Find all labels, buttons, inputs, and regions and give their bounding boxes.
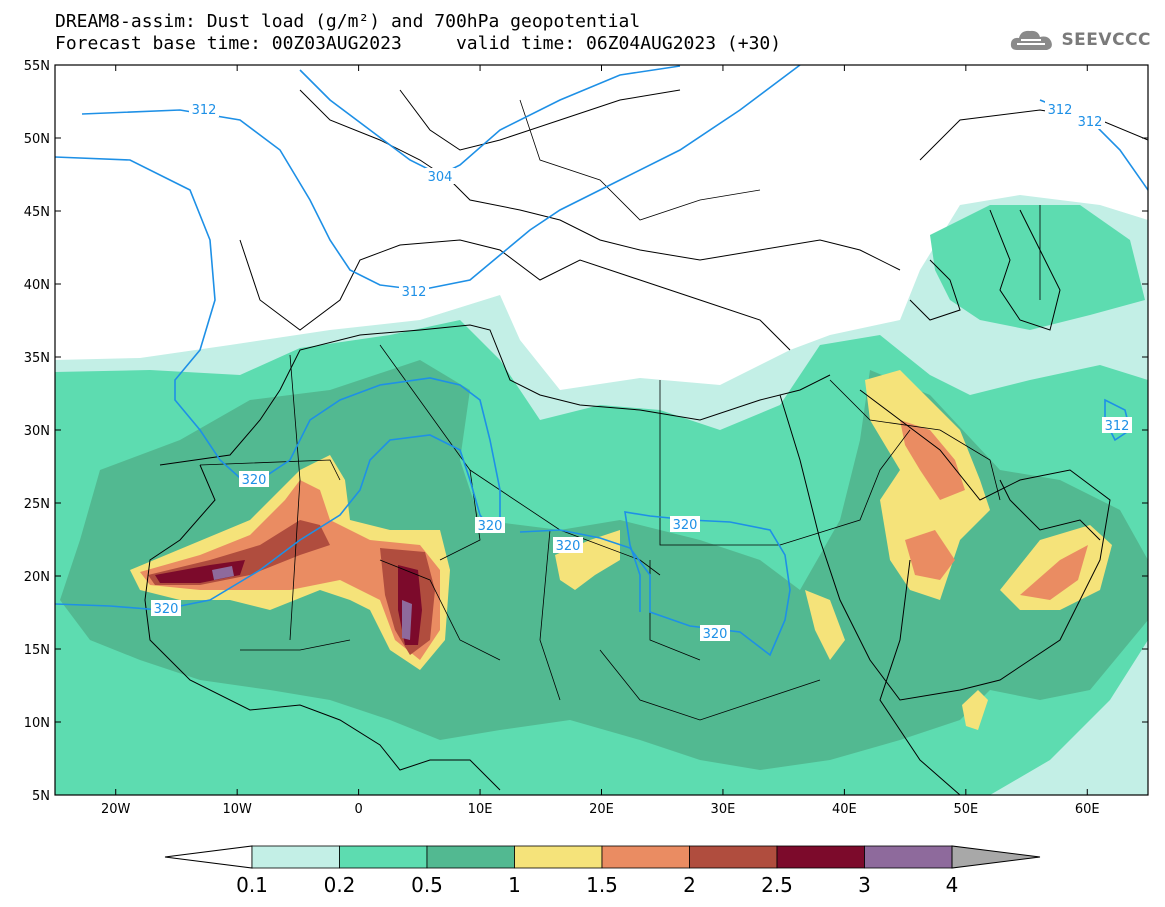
svg-text:312: 312	[1078, 115, 1103, 130]
contour-label: 312	[399, 283, 429, 300]
colorbar-label: 0.2	[324, 873, 356, 897]
longitude-axis: 20W 10W 0 10E 20E 30E 40E 50E 60E	[101, 65, 1100, 817]
svg-text:320: 320	[242, 473, 267, 488]
colorbar-swatch	[339, 845, 428, 869]
lat-label: 15N	[24, 643, 50, 658]
colorbar-swatch	[426, 845, 515, 869]
svg-text:320: 320	[478, 519, 503, 534]
lat-label: 20N	[24, 570, 50, 585]
lon-label: 20E	[589, 802, 614, 817]
colorbar-label: 3	[858, 873, 871, 897]
lat-label: 50N	[24, 132, 50, 147]
logo-text: SEEVCCC	[1061, 30, 1151, 50]
contour-label: 320	[670, 516, 700, 533]
svg-text:320: 320	[556, 539, 581, 554]
colorbar-swatch	[601, 845, 690, 869]
map-subtitle: Forecast base time: 00Z03AUG2023 valid t…	[55, 33, 782, 54]
lon-label: 20W	[101, 802, 131, 817]
map-title: DREAM8-assim: Dust load (g/m²) and 700hP…	[55, 11, 641, 32]
colorbar-swatch	[689, 845, 778, 869]
lat-label: 25N	[24, 497, 50, 512]
lon-label: 60E	[1075, 802, 1100, 817]
lon-label: 50E	[953, 802, 978, 817]
lat-label: 5N	[32, 789, 50, 804]
latitude-axis: 55N 50N 45N 40N 35N 30N 25N 20N 15N 10N 5N	[24, 59, 1148, 804]
colorbar-swatch	[251, 845, 340, 869]
dust-level-1-horn	[962, 690, 988, 730]
colorbar-label: 0.5	[411, 873, 443, 897]
svg-text:304: 304	[428, 170, 453, 185]
colorbar-label: 4	[946, 873, 959, 897]
colorbar-label: 2	[683, 873, 696, 897]
lon-label: 40E	[832, 802, 857, 817]
contour-label: 320	[475, 517, 505, 534]
svg-text:312: 312	[402, 285, 427, 300]
cloud-logo-icon	[1011, 30, 1053, 50]
dust-level-0.2-caspian	[930, 205, 1145, 330]
colorbar-label: 1.5	[586, 873, 618, 897]
colorbar-label: 1	[508, 873, 521, 897]
svg-text:312: 312	[1048, 103, 1073, 118]
lat-label: 45N	[24, 205, 50, 220]
contour-label: 320	[553, 537, 583, 554]
lat-label: 40N	[24, 278, 50, 293]
svg-text:320: 320	[154, 602, 179, 617]
dust-level-1-arabia	[865, 370, 990, 600]
colorbar-label: 0.1	[236, 873, 268, 897]
contour-label: 312	[1075, 113, 1105, 130]
lat-label: 10N	[24, 716, 50, 731]
dust-level-1.5-oman	[1020, 545, 1088, 600]
svg-text:320: 320	[673, 518, 698, 533]
contour-label: 320	[239, 471, 269, 488]
colorbar-swatch	[776, 845, 865, 869]
colorbar: 0.1 0.2 0.5 1 1.5 2 2.5 3 4	[164, 845, 1041, 897]
dust-level-1-sudan	[805, 590, 845, 660]
colorbar-swatch	[864, 845, 953, 869]
contour-label: 320	[700, 625, 730, 642]
colorbar-label: 2.5	[761, 873, 793, 897]
dust-level-1.5-west	[140, 480, 440, 660]
lat-label: 55N	[24, 59, 50, 74]
contour-label: 312	[1045, 101, 1075, 118]
svg-text:320: 320	[703, 627, 728, 642]
dust-level-1.5-arabia	[900, 420, 965, 500]
dust-level-3	[212, 566, 412, 640]
colorbar-under	[164, 845, 253, 869]
seevccc-logo: SEEVCCC	[1009, 26, 1151, 54]
dust-level-1.5-arabia-s	[905, 530, 955, 580]
colorbar-over	[951, 845, 1041, 869]
dust-level-1-chad	[555, 530, 620, 590]
svg-text:312: 312	[192, 103, 217, 118]
contour-label: 312	[1102, 417, 1132, 434]
lat-label: 30N	[24, 424, 50, 439]
lon-label: 10W	[222, 802, 252, 817]
lon-label: 30E	[711, 802, 736, 817]
colorbar-swatch	[514, 845, 603, 869]
contour-labels: 312 312 304 312 312 320 320 320 320 320 320 312	[151, 101, 1132, 642]
contour-label: 304	[425, 168, 455, 185]
lat-label: 35N	[24, 351, 50, 366]
dust-field	[55, 65, 1148, 795]
lon-label: 0	[354, 802, 362, 817]
lon-label: 10E	[468, 802, 493, 817]
contour-label: 312	[189, 101, 219, 118]
svg-text:312: 312	[1105, 419, 1130, 434]
contour-label: 320	[151, 600, 181, 617]
